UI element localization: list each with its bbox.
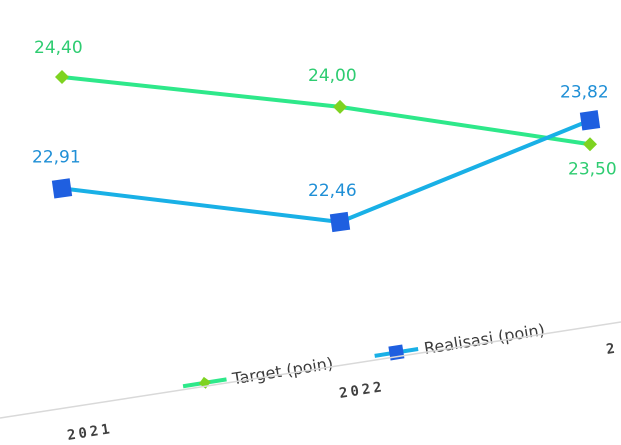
data-point-1-2 xyxy=(579,110,601,131)
data-point-1-1 xyxy=(329,211,351,233)
series-line-1 xyxy=(60,118,592,224)
category-label-1: 2022 xyxy=(338,379,386,402)
data-label-0-0: 24,40 xyxy=(34,38,83,58)
data-label-1-0: 22,91 xyxy=(32,147,81,167)
label-layer: 24,40 24,00 23,50 22,91 22,46 23,82 xyxy=(32,38,617,201)
data-label-1-1: 22,46 xyxy=(308,181,357,201)
category-label-2: 2 xyxy=(605,340,619,358)
data-point-0-0 xyxy=(55,70,69,84)
category-axis: 2021 2022 2 xyxy=(0,321,621,444)
series-line-0 xyxy=(60,75,592,147)
category-label-0: 2021 xyxy=(66,421,114,444)
category-axis-line xyxy=(0,321,621,419)
data-label-0-1: 24,00 xyxy=(308,66,357,86)
data-point-0-1 xyxy=(333,99,347,114)
data-label-1-2: 23,82 xyxy=(560,82,609,102)
data-point-1-0 xyxy=(51,178,73,199)
series-layer xyxy=(51,70,601,233)
data-label-0-2: 23,50 xyxy=(568,159,617,179)
legend-label-0: Target (poin) xyxy=(230,354,334,389)
data-point-0-2 xyxy=(583,137,597,152)
legend-label-1: Realisasi (poin) xyxy=(423,320,546,358)
